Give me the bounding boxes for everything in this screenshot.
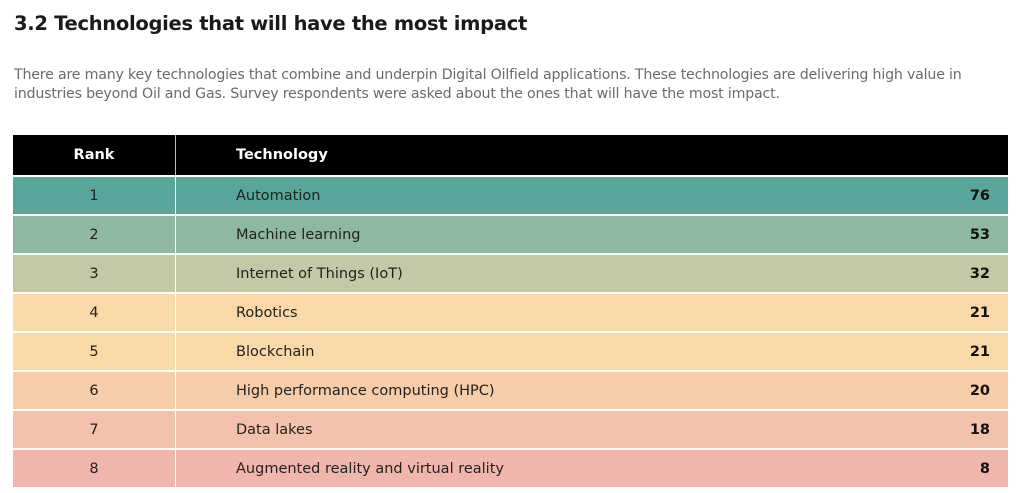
technology-cell: Internet of Things (IoT) (175, 253, 922, 293)
table-header-row: Rank Technology (13, 135, 1008, 176)
value-cell: 20 (921, 370, 1008, 410)
technology-header: Technology (175, 135, 922, 176)
rank-cell: 7 (13, 409, 176, 449)
technology-cell: Automation (175, 175, 922, 215)
table-row: 7 Data lakes 18 (13, 409, 1008, 449)
rank-cell: 3 (13, 253, 176, 293)
table-row: 4 Robotics 21 (13, 292, 1008, 332)
section-heading: 3.2 Technologies that will have the most… (14, 12, 527, 35)
intro-paragraph: There are many key technologies that com… (14, 67, 962, 102)
technology-cell: High performance computing (HPC) (175, 370, 922, 410)
value-header (921, 135, 1008, 176)
value-cell: 8 (921, 448, 1008, 487)
value-cell: 18 (921, 409, 1008, 449)
table-row: 8 Augmented reality and virtual reality 8 (13, 448, 1008, 487)
technology-cell: Robotics (175, 292, 922, 332)
technology-ranking-table: Rank Technology 1 Automation 76 2 Machine le… (13, 135, 1008, 487)
value-cell: 21 (921, 292, 1008, 332)
table-row: 1 Automation 76 (13, 175, 1008, 215)
technology-cell: Augmented reality and virtual reality (175, 448, 922, 487)
rank-cell: 1 (13, 175, 176, 215)
value-cell: 53 (921, 214, 1008, 254)
table-row: 2 Machine learning 53 (13, 214, 1008, 254)
technology-cell: Data lakes (175, 409, 922, 449)
rank-cell: 5 (13, 331, 176, 371)
rank-header: Rank (13, 135, 176, 176)
value-cell: 21 (921, 331, 1008, 371)
value-cell: 32 (921, 253, 1008, 293)
value-cell: 76 (921, 175, 1008, 215)
rank-cell: 2 (13, 214, 176, 254)
technology-cell: Machine learning (175, 214, 922, 254)
table-row: 6 High performance computing (HPC) 20 (13, 370, 1008, 410)
rank-cell: 8 (13, 448, 176, 487)
table-row: 5 Blockchain 21 (13, 331, 1008, 371)
technology-cell: Blockchain (175, 331, 922, 371)
table-row: 3 Internet of Things (IoT) 32 (13, 253, 1008, 293)
rank-cell: 4 (13, 292, 176, 332)
rank-cell: 6 (13, 370, 176, 410)
